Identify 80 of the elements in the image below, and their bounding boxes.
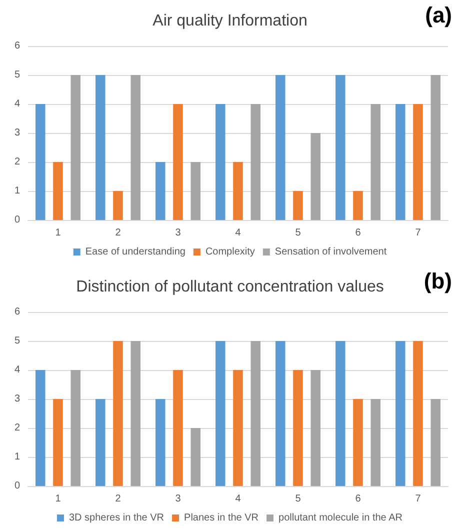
legend-label: Sensation of involvement [274, 246, 387, 258]
text: (b) [424, 268, 452, 294]
y-tick-label: 4 [14, 98, 20, 110]
bar [293, 191, 303, 220]
bar [130, 341, 140, 486]
bar [130, 75, 140, 220]
bar [413, 341, 423, 486]
bar [430, 75, 440, 220]
x-tick-label: 6 [355, 228, 362, 238]
legend-label: Complexity [205, 246, 255, 258]
bar [396, 341, 406, 486]
x-tick-label: 3 [175, 494, 182, 504]
bar [276, 75, 286, 220]
x-tick-label: 5 [295, 228, 302, 238]
bar [310, 133, 320, 220]
bar [70, 370, 80, 486]
bar [233, 162, 243, 220]
bar [53, 399, 63, 486]
x-tick-label: 1 [55, 494, 62, 504]
y-tick-label: 5 [14, 70, 20, 80]
bar [396, 104, 406, 220]
y-tick-label: 0 [14, 214, 20, 226]
chart-title: Air quality Information [152, 12, 308, 30]
bar [250, 104, 260, 220]
bar [96, 75, 106, 220]
bar [173, 104, 183, 220]
bar [173, 370, 183, 486]
y-tick-label: 6 [14, 306, 20, 318]
bar [113, 341, 123, 486]
bar [36, 104, 46, 220]
chart-title: Distinction of pollutant concentration values [76, 278, 384, 296]
x-tick-label: 3 [175, 228, 182, 238]
x-tick-label: 5 [295, 494, 302, 504]
bar [190, 162, 200, 220]
legend-label: 3D spheres in the VR [68, 512, 164, 524]
x-tick-label: 2 [115, 228, 122, 238]
x-tick-label: 7 [415, 228, 422, 238]
bar [276, 341, 286, 486]
bar [156, 399, 166, 486]
bar [233, 370, 243, 486]
y-tick-label: 6 [14, 40, 20, 52]
x-tick-label: 2 [115, 494, 122, 504]
bar [190, 428, 200, 486]
legend-label: Planes in the VR [184, 512, 259, 524]
bar [370, 104, 380, 220]
bar [413, 104, 423, 220]
bar [336, 75, 346, 220]
y-tick-label: 2 [14, 422, 20, 434]
y-tick-label: 3 [14, 128, 20, 138]
y-tick-label: 5 [14, 336, 20, 346]
legend-label: pollutant molecule in the AR [278, 512, 402, 524]
y-tick-label: 2 [14, 156, 20, 168]
bar [70, 75, 80, 220]
bar [53, 162, 63, 220]
bar [430, 399, 440, 486]
x-tick-label: 7 [415, 494, 422, 504]
bar [336, 341, 346, 486]
text: (a) [425, 2, 452, 28]
y-tick-label: 1 [14, 186, 20, 196]
y-tick-label: 0 [14, 480, 20, 492]
y-tick-label: 3 [14, 394, 20, 404]
bar [216, 104, 226, 220]
legend-label: Ease of understanding [85, 246, 186, 258]
x-tick-label: 4 [235, 228, 242, 238]
bar [310, 370, 320, 486]
x-tick-label: 1 [55, 228, 62, 238]
bar [250, 341, 260, 486]
bar [293, 370, 303, 486]
bar [96, 399, 106, 486]
y-tick-label: 4 [14, 364, 20, 376]
bar [370, 399, 380, 486]
bar [216, 341, 226, 486]
y-tick-label: 1 [14, 452, 20, 462]
bar [353, 399, 363, 486]
x-tick-label: 6 [355, 494, 362, 504]
bar [36, 370, 46, 486]
x-tick-label: 4 [235, 494, 242, 504]
bar [156, 162, 166, 220]
bar [113, 191, 123, 220]
bar [353, 191, 363, 220]
